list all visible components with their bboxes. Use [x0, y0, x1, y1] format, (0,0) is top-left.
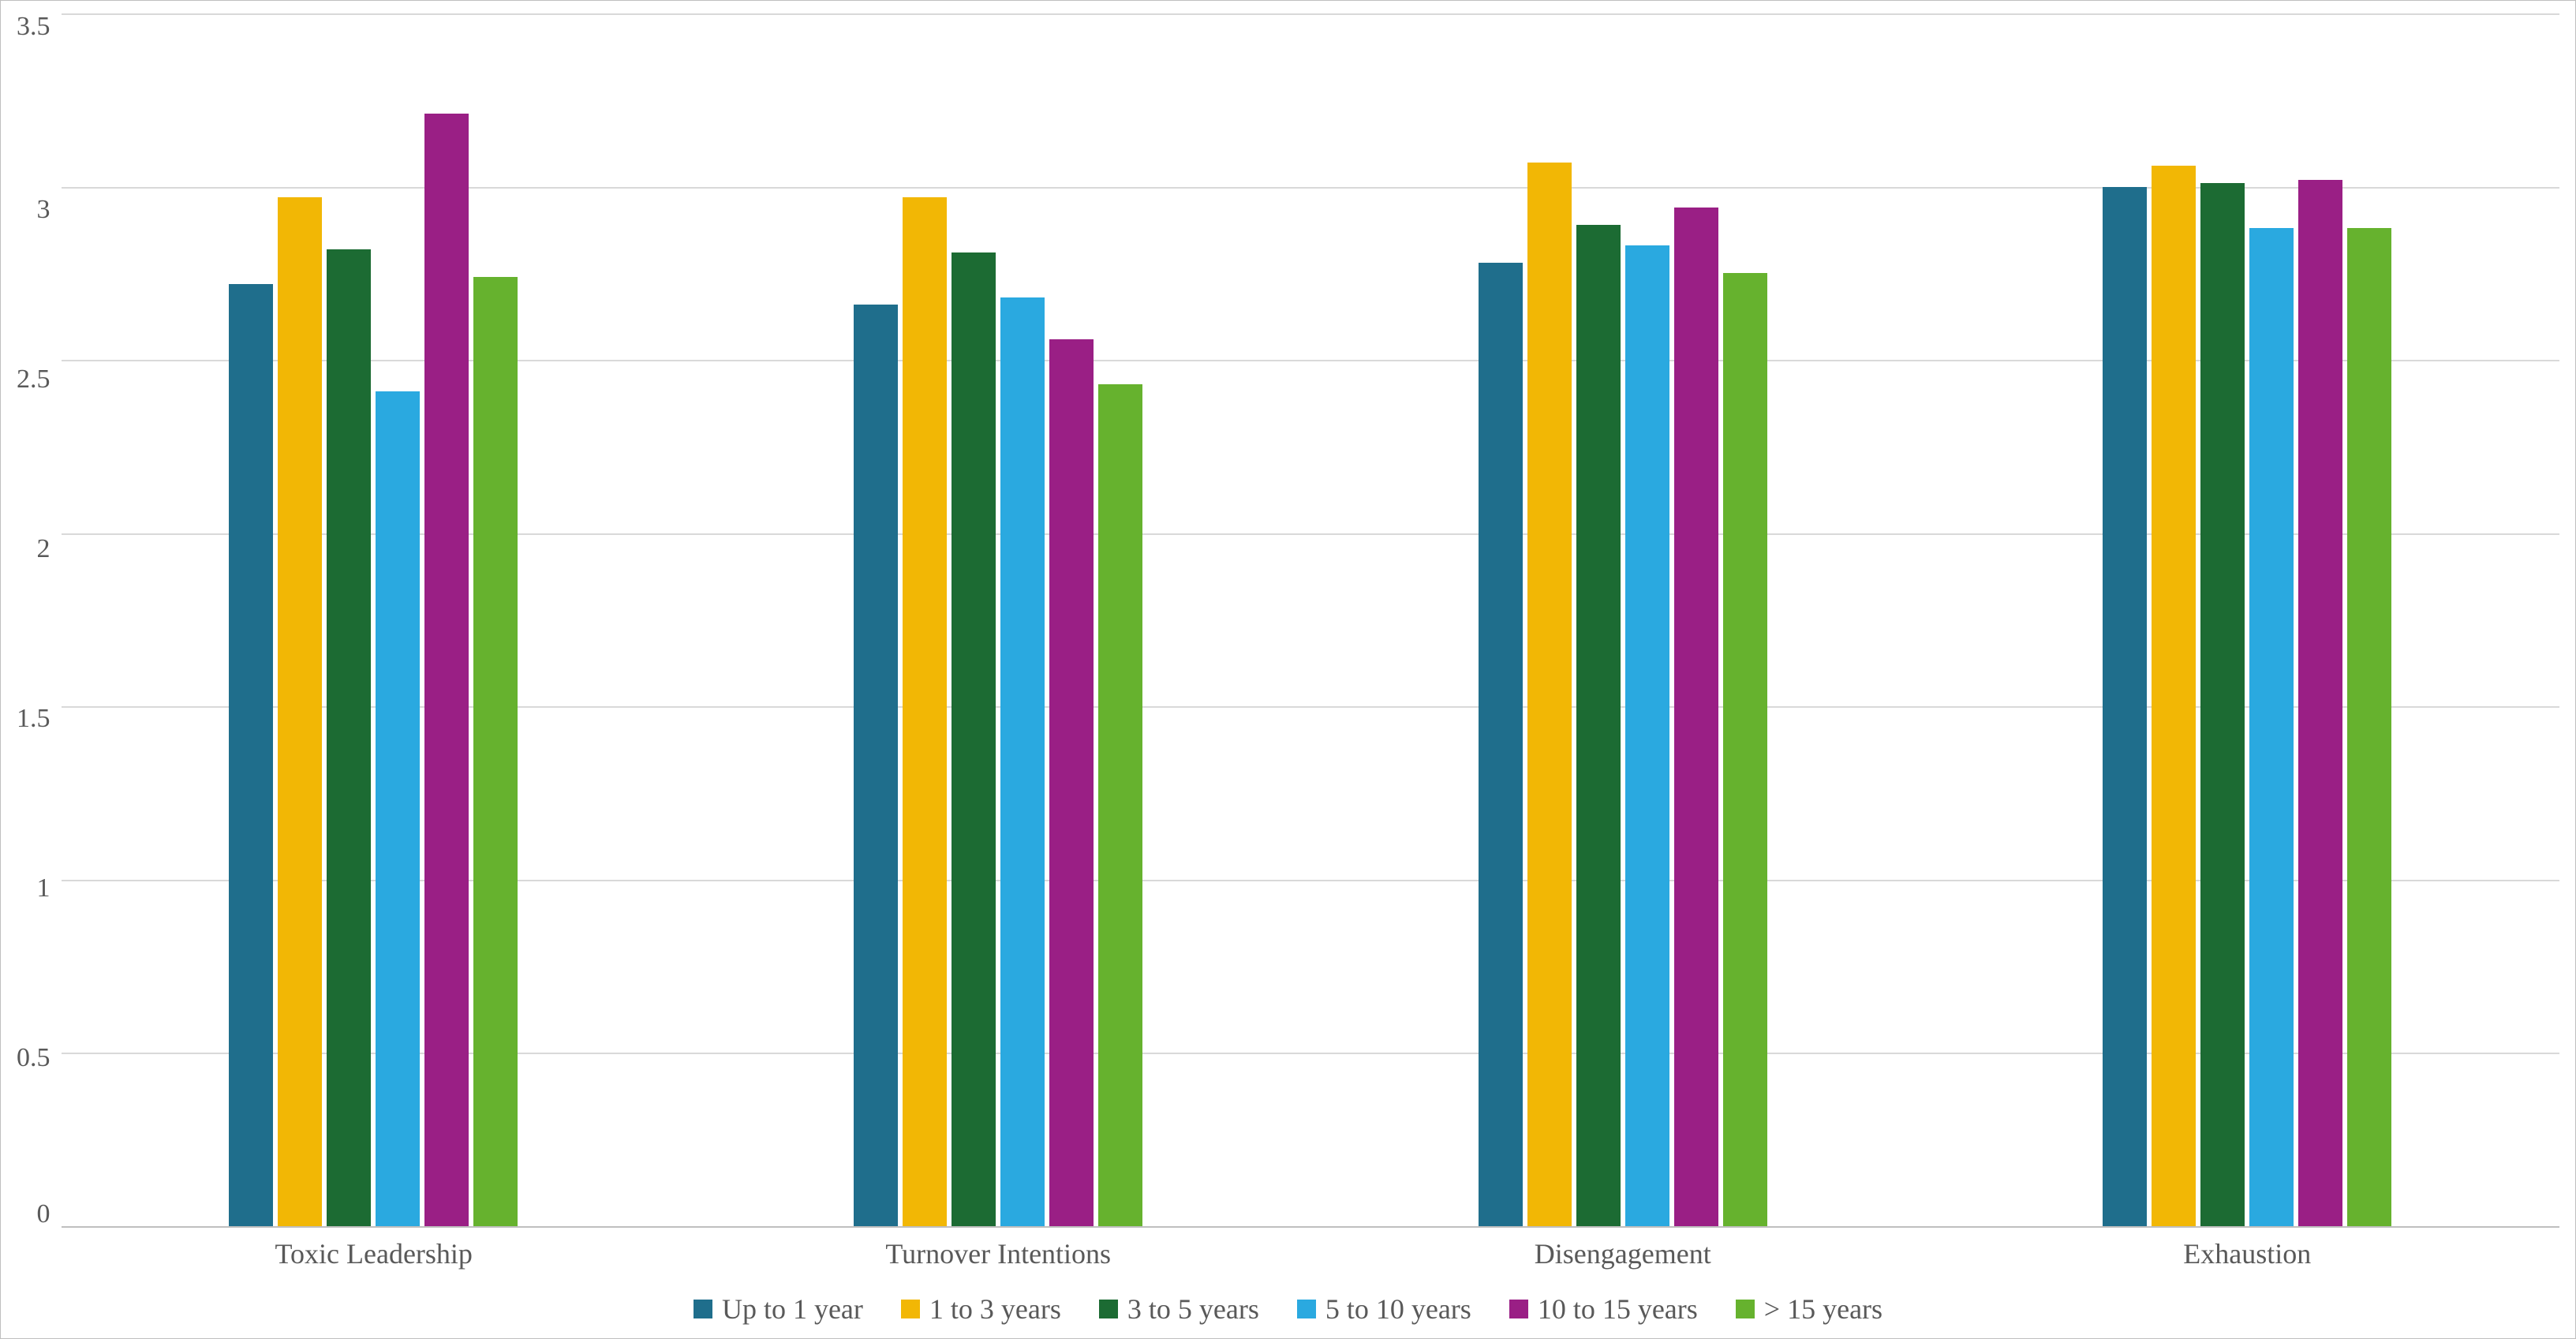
legend-label: 10 to 15 years [1538, 1292, 1698, 1326]
bar [1723, 273, 1767, 1226]
legend-label: > 15 years [1764, 1292, 1882, 1326]
legend-item: Up to 1 year [694, 1292, 863, 1326]
legend: Up to 1 year 1 to 3 years 3 to 5 years 5 to… [17, 1292, 2559, 1326]
bar [1625, 245, 1669, 1226]
bar [952, 252, 996, 1226]
bar [1576, 225, 1621, 1226]
bar [854, 305, 898, 1226]
bar [2200, 183, 2245, 1226]
category-group [686, 13, 1310, 1226]
bar [1049, 339, 1094, 1226]
y-tick-label: 0.5 [17, 1045, 50, 1072]
x-axis: Toxic LeadershipTurnover IntentionsDisen… [62, 1237, 2559, 1270]
legend-swatch [1509, 1300, 1528, 1318]
y-tick-label: 2 [37, 536, 50, 563]
bar [2298, 180, 2342, 1226]
y-tick-label: 1 [37, 875, 50, 902]
y-tick-label: 3 [37, 196, 50, 223]
bar [1527, 163, 1572, 1226]
bar [376, 391, 420, 1226]
bar [1000, 297, 1045, 1226]
legend-swatch [1297, 1300, 1316, 1318]
x-axis-row: Toxic LeadershipTurnover IntentionsDisen… [17, 1237, 2559, 1270]
y-tick-label: 0 [37, 1201, 50, 1228]
legend-swatch [694, 1300, 712, 1318]
category-group [62, 13, 686, 1226]
legend-label: 3 to 5 years [1127, 1292, 1259, 1326]
bar [2103, 187, 2147, 1226]
x-category-label: Disengagement [1310, 1237, 1935, 1270]
legend-swatch [1736, 1300, 1755, 1318]
y-tick-label: 1.5 [17, 705, 50, 732]
category-group [1935, 13, 2559, 1226]
legend-swatch [1099, 1300, 1118, 1318]
x-category-label: Exhaustion [1935, 1237, 2560, 1270]
bar [903, 197, 947, 1226]
bar [1479, 263, 1523, 1226]
legend-item: 3 to 5 years [1099, 1292, 1259, 1326]
legend-item: > 15 years [1736, 1292, 1882, 1326]
legend-item: 1 to 3 years [901, 1292, 1061, 1326]
plot-area [62, 13, 2560, 1228]
legend-label: 5 to 10 years [1325, 1292, 1471, 1326]
legend-item: 10 to 15 years [1509, 1292, 1698, 1326]
chart-frame: 3.5 3 2.5 2 1.5 1 0.5 0 Toxic LeadershipTurnove… [0, 0, 2576, 1339]
legend-swatch [901, 1300, 920, 1318]
bar [229, 284, 273, 1226]
y-tick-label: 2.5 [17, 366, 50, 393]
y-axis: 3.5 3 2.5 2 1.5 1 0.5 0 [17, 13, 62, 1228]
x-axis-spacer [17, 1237, 62, 1270]
bar [327, 249, 371, 1226]
category-group [1310, 13, 1935, 1226]
bars-layer [62, 13, 2560, 1226]
y-tick-label: 3.5 [17, 13, 50, 40]
legend-label: Up to 1 year [722, 1292, 863, 1326]
x-category-label: Toxic Leadership [62, 1237, 686, 1270]
bar [2249, 228, 2294, 1226]
bar [473, 277, 518, 1226]
bar [1674, 208, 1718, 1226]
bar [2152, 166, 2196, 1226]
bar [2347, 228, 2391, 1226]
bar [424, 114, 469, 1226]
legend-label: 1 to 3 years [929, 1292, 1061, 1326]
legend-item: 5 to 10 years [1297, 1292, 1471, 1326]
plot-row: 3.5 3 2.5 2 1.5 1 0.5 0 [17, 13, 2559, 1228]
bar [1098, 384, 1142, 1226]
x-category-label: Turnover Intentions [686, 1237, 1311, 1270]
bar [278, 197, 322, 1226]
